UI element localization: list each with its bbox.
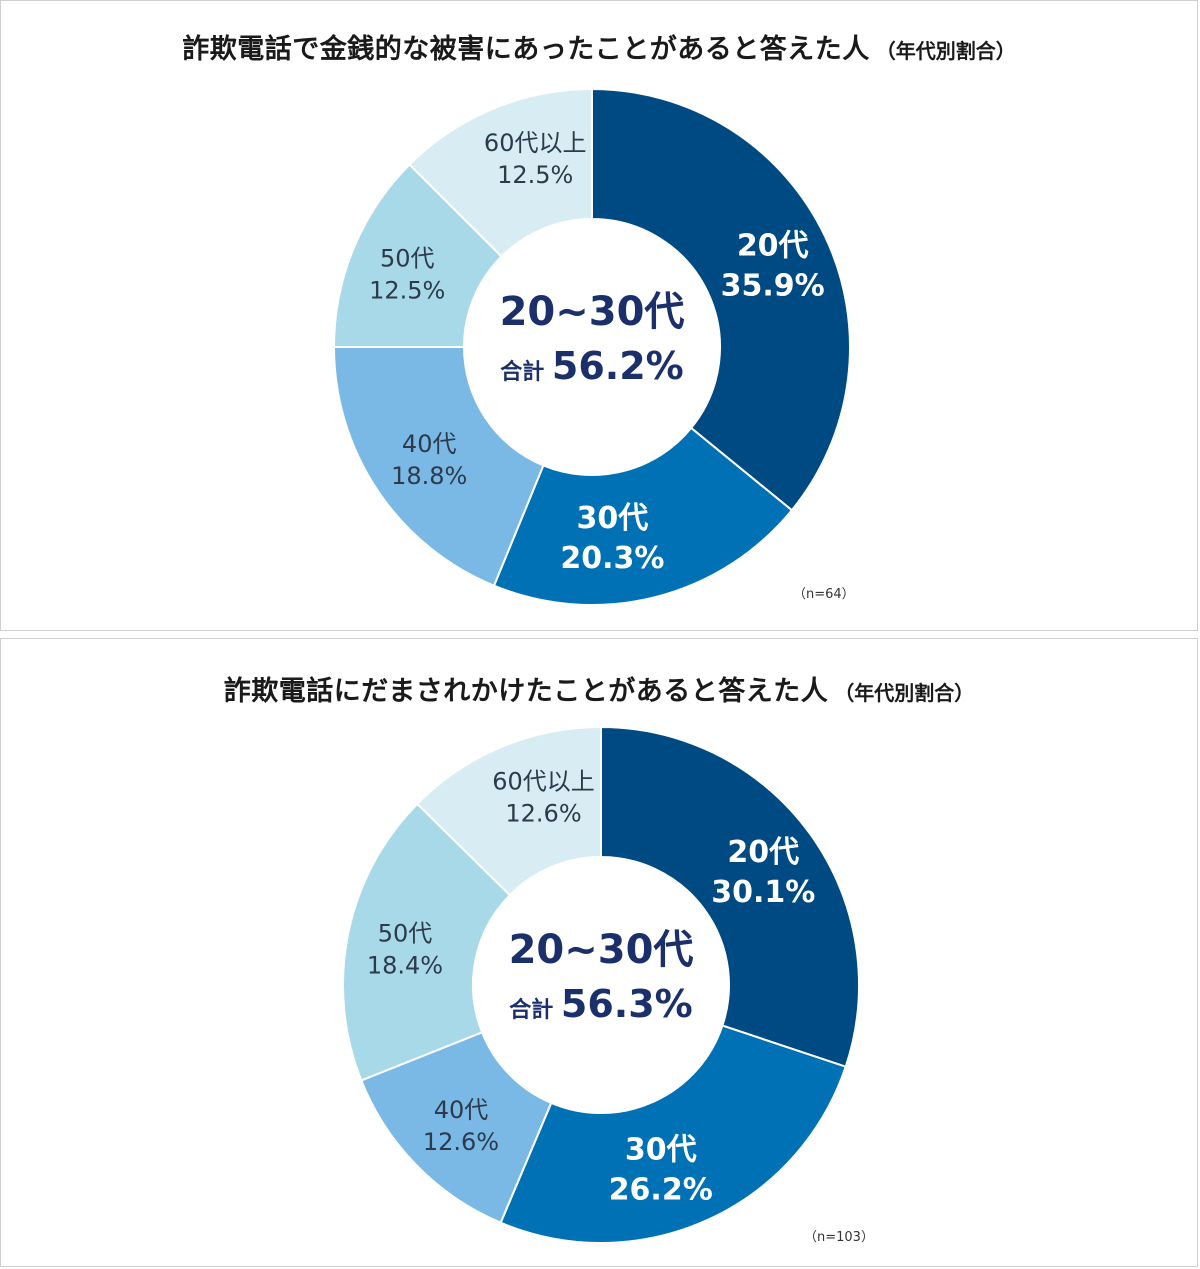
chart-title: 詐欺電話で金銭的な被害にあったことがあると答えた人 [182,34,870,65]
segment-value-label: 12.6% [423,1128,499,1156]
segment-value-label: 20.3% [560,541,664,576]
segment-value-label: 30.1% [711,875,815,910]
segment-category-label: 20代 [737,228,809,263]
segment-category-label: 30代 [576,501,648,536]
segment-value-label: 12.5% [369,276,445,304]
donut-segment-5 [415,725,602,897]
segment-category-label: 30代 [625,1132,697,1167]
chart-title-row: 詐欺電話にだまされかけたことがあると答えた人 （年代別割合） [1,669,1197,708]
donut-segment-2 [499,1024,847,1244]
segment-category-label: 50代 [378,919,433,947]
center-total: 合計 56.2% [500,344,684,388]
segment-value-label: 18.8% [391,462,467,490]
segment-value-label: 12.6% [505,799,581,827]
center-total-prefix: 合計 [500,359,552,385]
segment-value-label: 12.5% [497,161,573,189]
chart-title-row: 詐欺電話で金銭的な被害にあったことがあると答えた人 （年代別割合） [1,27,1197,66]
sample-size-note: （n=64） [793,587,855,602]
segment-category-label: 50代 [380,244,435,272]
donut-chart: 20代 35.9% 30代 20.3% 40代 18.8% 50代 12.5% 60代以上 12.… [332,87,851,606]
segment-category-label: 40代 [434,1096,489,1124]
center-total-value: 56.2% [552,344,684,388]
chart-title: 詐欺電話にだまされかけたことがあると答えた人 [223,676,829,707]
segment-value-label: 35.9% [721,268,825,303]
segment-value-label: 26.2% [609,1172,713,1207]
chart-subtitle: （年代別割合） [875,39,1016,63]
center-total-prefix: 合計 [509,997,561,1023]
chart-panel-1: 詐欺電話で金銭的な被害にあったことがあると答えた人 （年代別割合） 20代 35.9… [0,0,1198,631]
donut-segment-4 [332,163,503,348]
chart-subtitle: （年代別割合） [834,681,975,705]
segment-category-label: 60代以上 [484,129,587,157]
chart-panel-2: 詐欺電話にだまされかけたことがあると答えた人 （年代別割合） 20代 30.1% 30… [0,638,1198,1267]
donut-segment-3 [332,346,545,587]
donut-segment-5 [408,87,593,258]
donut-segment-1 [591,87,851,512]
segment-category-label: 40代 [402,430,457,458]
center-total: 合計 56.3% [509,982,693,1026]
segment-category-label: 20代 [727,835,799,870]
donut-chart: 20代 30.1% 30代 26.2% 40代 12.6% 50代 18.4% 60代以上 12.… [342,725,860,1244]
center-title: 20~30代 [509,927,694,973]
center-total-value: 56.3% [561,982,693,1026]
segment-category-label: 60代以上 [492,767,595,795]
donut-segment-4 [342,802,512,1082]
segment-value-label: 18.4% [367,951,443,979]
donut-segment-2 [492,426,794,606]
donut-segment-3 [360,1031,553,1225]
center-title: 20~30代 [500,289,685,335]
donut-segment-1 [600,725,860,1068]
sample-size-note: （n=103） [804,1230,874,1245]
